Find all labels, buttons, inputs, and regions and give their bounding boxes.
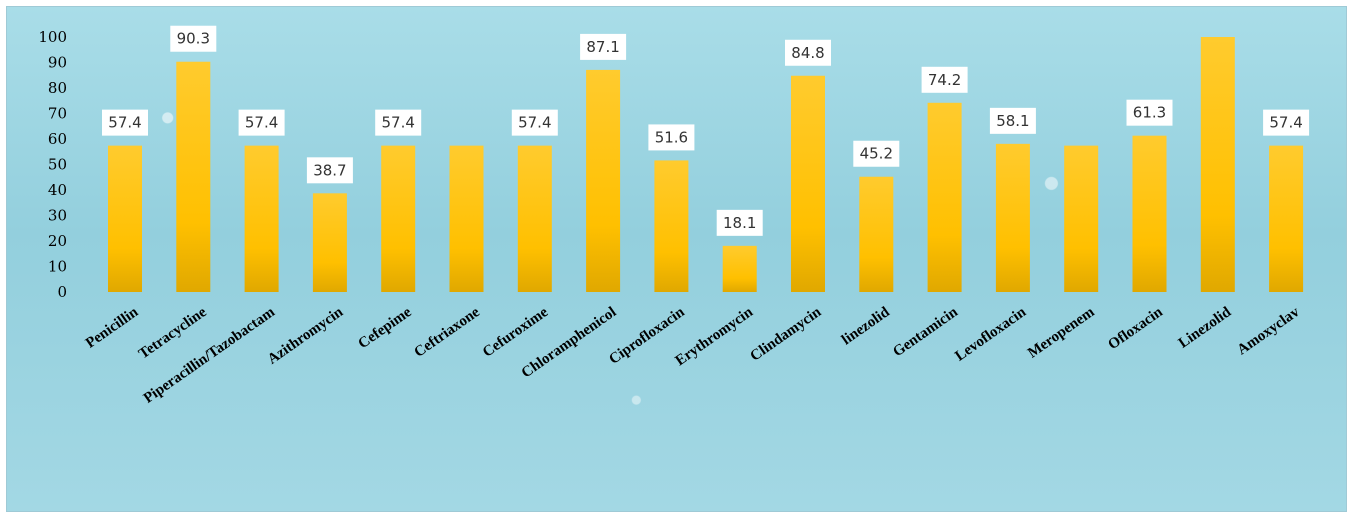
data-label: 57.4 bbox=[102, 109, 148, 136]
x-tick-label: Levofloxacin bbox=[952, 304, 1029, 365]
data-label-box bbox=[989, 107, 1036, 134]
data-label-box bbox=[1263, 109, 1310, 136]
y-tick-label: 90 bbox=[48, 54, 67, 72]
data-label-text: 57.4 bbox=[245, 114, 278, 132]
bar bbox=[995, 143, 1030, 292]
y-tick-label: 0 bbox=[57, 283, 67, 301]
chart-area: 0 10 20 30 40 50 60 70 80 90 100 57.4 90.3 57.4 38.7 5… bbox=[6, 6, 1347, 512]
bar bbox=[859, 176, 894, 292]
bar bbox=[654, 160, 689, 292]
data-label-box bbox=[170, 25, 217, 52]
data-label: 57.4 bbox=[375, 109, 422, 136]
data-label: 51.6 bbox=[648, 124, 695, 151]
data-label: 45.2 bbox=[853, 140, 900, 167]
y-tick-label: 20 bbox=[48, 232, 67, 250]
data-label-box bbox=[716, 209, 763, 236]
data-labels: 57.4 90.3 57.4 38.7 57.4 57.4 87.1 51.6 18.1 84.8… bbox=[102, 25, 1310, 236]
data-label: 57.4 bbox=[1263, 109, 1310, 136]
data-label: 61.3 bbox=[1126, 99, 1173, 126]
bar bbox=[108, 145, 142, 292]
bar bbox=[312, 193, 347, 292]
data-label-text: 45.2 bbox=[860, 145, 893, 163]
data-label-box bbox=[238, 109, 285, 136]
data-label-box bbox=[102, 109, 148, 136]
bars bbox=[108, 37, 1304, 292]
data-label-box bbox=[580, 33, 627, 60]
y-tick-label: 100 bbox=[38, 28, 67, 46]
bar bbox=[176, 61, 211, 292]
y-axis: 0 10 20 30 40 50 60 70 80 90 100 bbox=[38, 28, 67, 301]
data-label-text: 57.4 bbox=[381, 114, 414, 132]
y-tick-label: 60 bbox=[48, 130, 67, 148]
x-tick-label: Meropenem bbox=[1025, 304, 1098, 362]
x-tick-label: Erythromycin bbox=[673, 304, 757, 369]
data-label-box bbox=[648, 124, 695, 151]
bar bbox=[517, 145, 552, 292]
x-tick-label: Clindamycin bbox=[748, 304, 825, 365]
x-tick-label: Ceftriaxone bbox=[412, 304, 484, 361]
data-label-box bbox=[511, 109, 558, 136]
data-label-box bbox=[785, 39, 831, 66]
data-label-box bbox=[306, 157, 353, 184]
bar bbox=[1132, 135, 1167, 292]
y-tick-label: 40 bbox=[48, 181, 67, 199]
bar bbox=[1269, 145, 1304, 292]
y-tick-label: 80 bbox=[48, 79, 67, 97]
bar bbox=[791, 75, 825, 292]
data-label-text: 57.4 bbox=[518, 114, 551, 132]
y-tick-label: 10 bbox=[48, 258, 67, 276]
data-label-text: 90.3 bbox=[177, 30, 210, 48]
bar bbox=[586, 69, 621, 292]
data-label-box bbox=[375, 109, 422, 136]
bar bbox=[381, 145, 416, 292]
data-label-text: 58.1 bbox=[996, 112, 1029, 130]
data-label: 58.1 bbox=[989, 107, 1036, 134]
x-tick-label: Piperacillin/Tazobactam bbox=[141, 304, 278, 407]
data-label-box bbox=[853, 140, 900, 167]
data-label-text: 57.4 bbox=[108, 114, 141, 132]
x-tick-label: Azithromycin bbox=[265, 304, 347, 368]
bar bbox=[244, 145, 279, 292]
x-tick-label: Penicillin bbox=[83, 304, 142, 352]
data-label: 84.8 bbox=[785, 39, 831, 66]
y-tick-label: 70 bbox=[48, 105, 67, 123]
data-label-text: 51.6 bbox=[655, 128, 688, 146]
x-tick-label: linezolid bbox=[839, 304, 893, 349]
data-label: 57.4 bbox=[238, 109, 285, 136]
data-label-text: 38.7 bbox=[313, 161, 346, 179]
data-label: 87.1 bbox=[580, 33, 627, 60]
y-tick-label: 50 bbox=[48, 156, 67, 174]
data-label: 74.2 bbox=[921, 66, 968, 93]
x-tick-label: Amoxyclav bbox=[1235, 304, 1303, 358]
data-label-text: 87.1 bbox=[586, 38, 619, 56]
x-tick-label: Linezolid bbox=[1176, 304, 1235, 352]
data-label-box bbox=[921, 66, 968, 93]
data-label-text: 57.4 bbox=[1269, 114, 1302, 132]
data-label: 18.1 bbox=[716, 209, 763, 236]
bar bbox=[722, 245, 757, 292]
data-label: 38.7 bbox=[306, 157, 353, 184]
data-label: 57.4 bbox=[511, 109, 558, 136]
data-label-text: 74.2 bbox=[928, 71, 961, 89]
x-axis: PenicillinTetracyclinePiperacillin/Tazob… bbox=[83, 304, 1303, 407]
data-label-box bbox=[1126, 99, 1173, 126]
x-tick-label: Cefepime bbox=[356, 304, 415, 352]
x-tick-label: Gentamicin bbox=[890, 304, 961, 360]
data-label-text: 61.3 bbox=[1133, 104, 1166, 122]
bar bbox=[449, 145, 484, 292]
data-label-text: 84.8 bbox=[791, 44, 824, 62]
data-label-text: 18.1 bbox=[723, 214, 756, 232]
data-label: 90.3 bbox=[170, 25, 217, 52]
y-tick-label: 30 bbox=[48, 207, 67, 225]
bar bbox=[1064, 145, 1099, 292]
bar bbox=[927, 102, 962, 292]
x-tick-label: Ofloxacin bbox=[1105, 304, 1166, 353]
bar bbox=[1200, 37, 1235, 292]
